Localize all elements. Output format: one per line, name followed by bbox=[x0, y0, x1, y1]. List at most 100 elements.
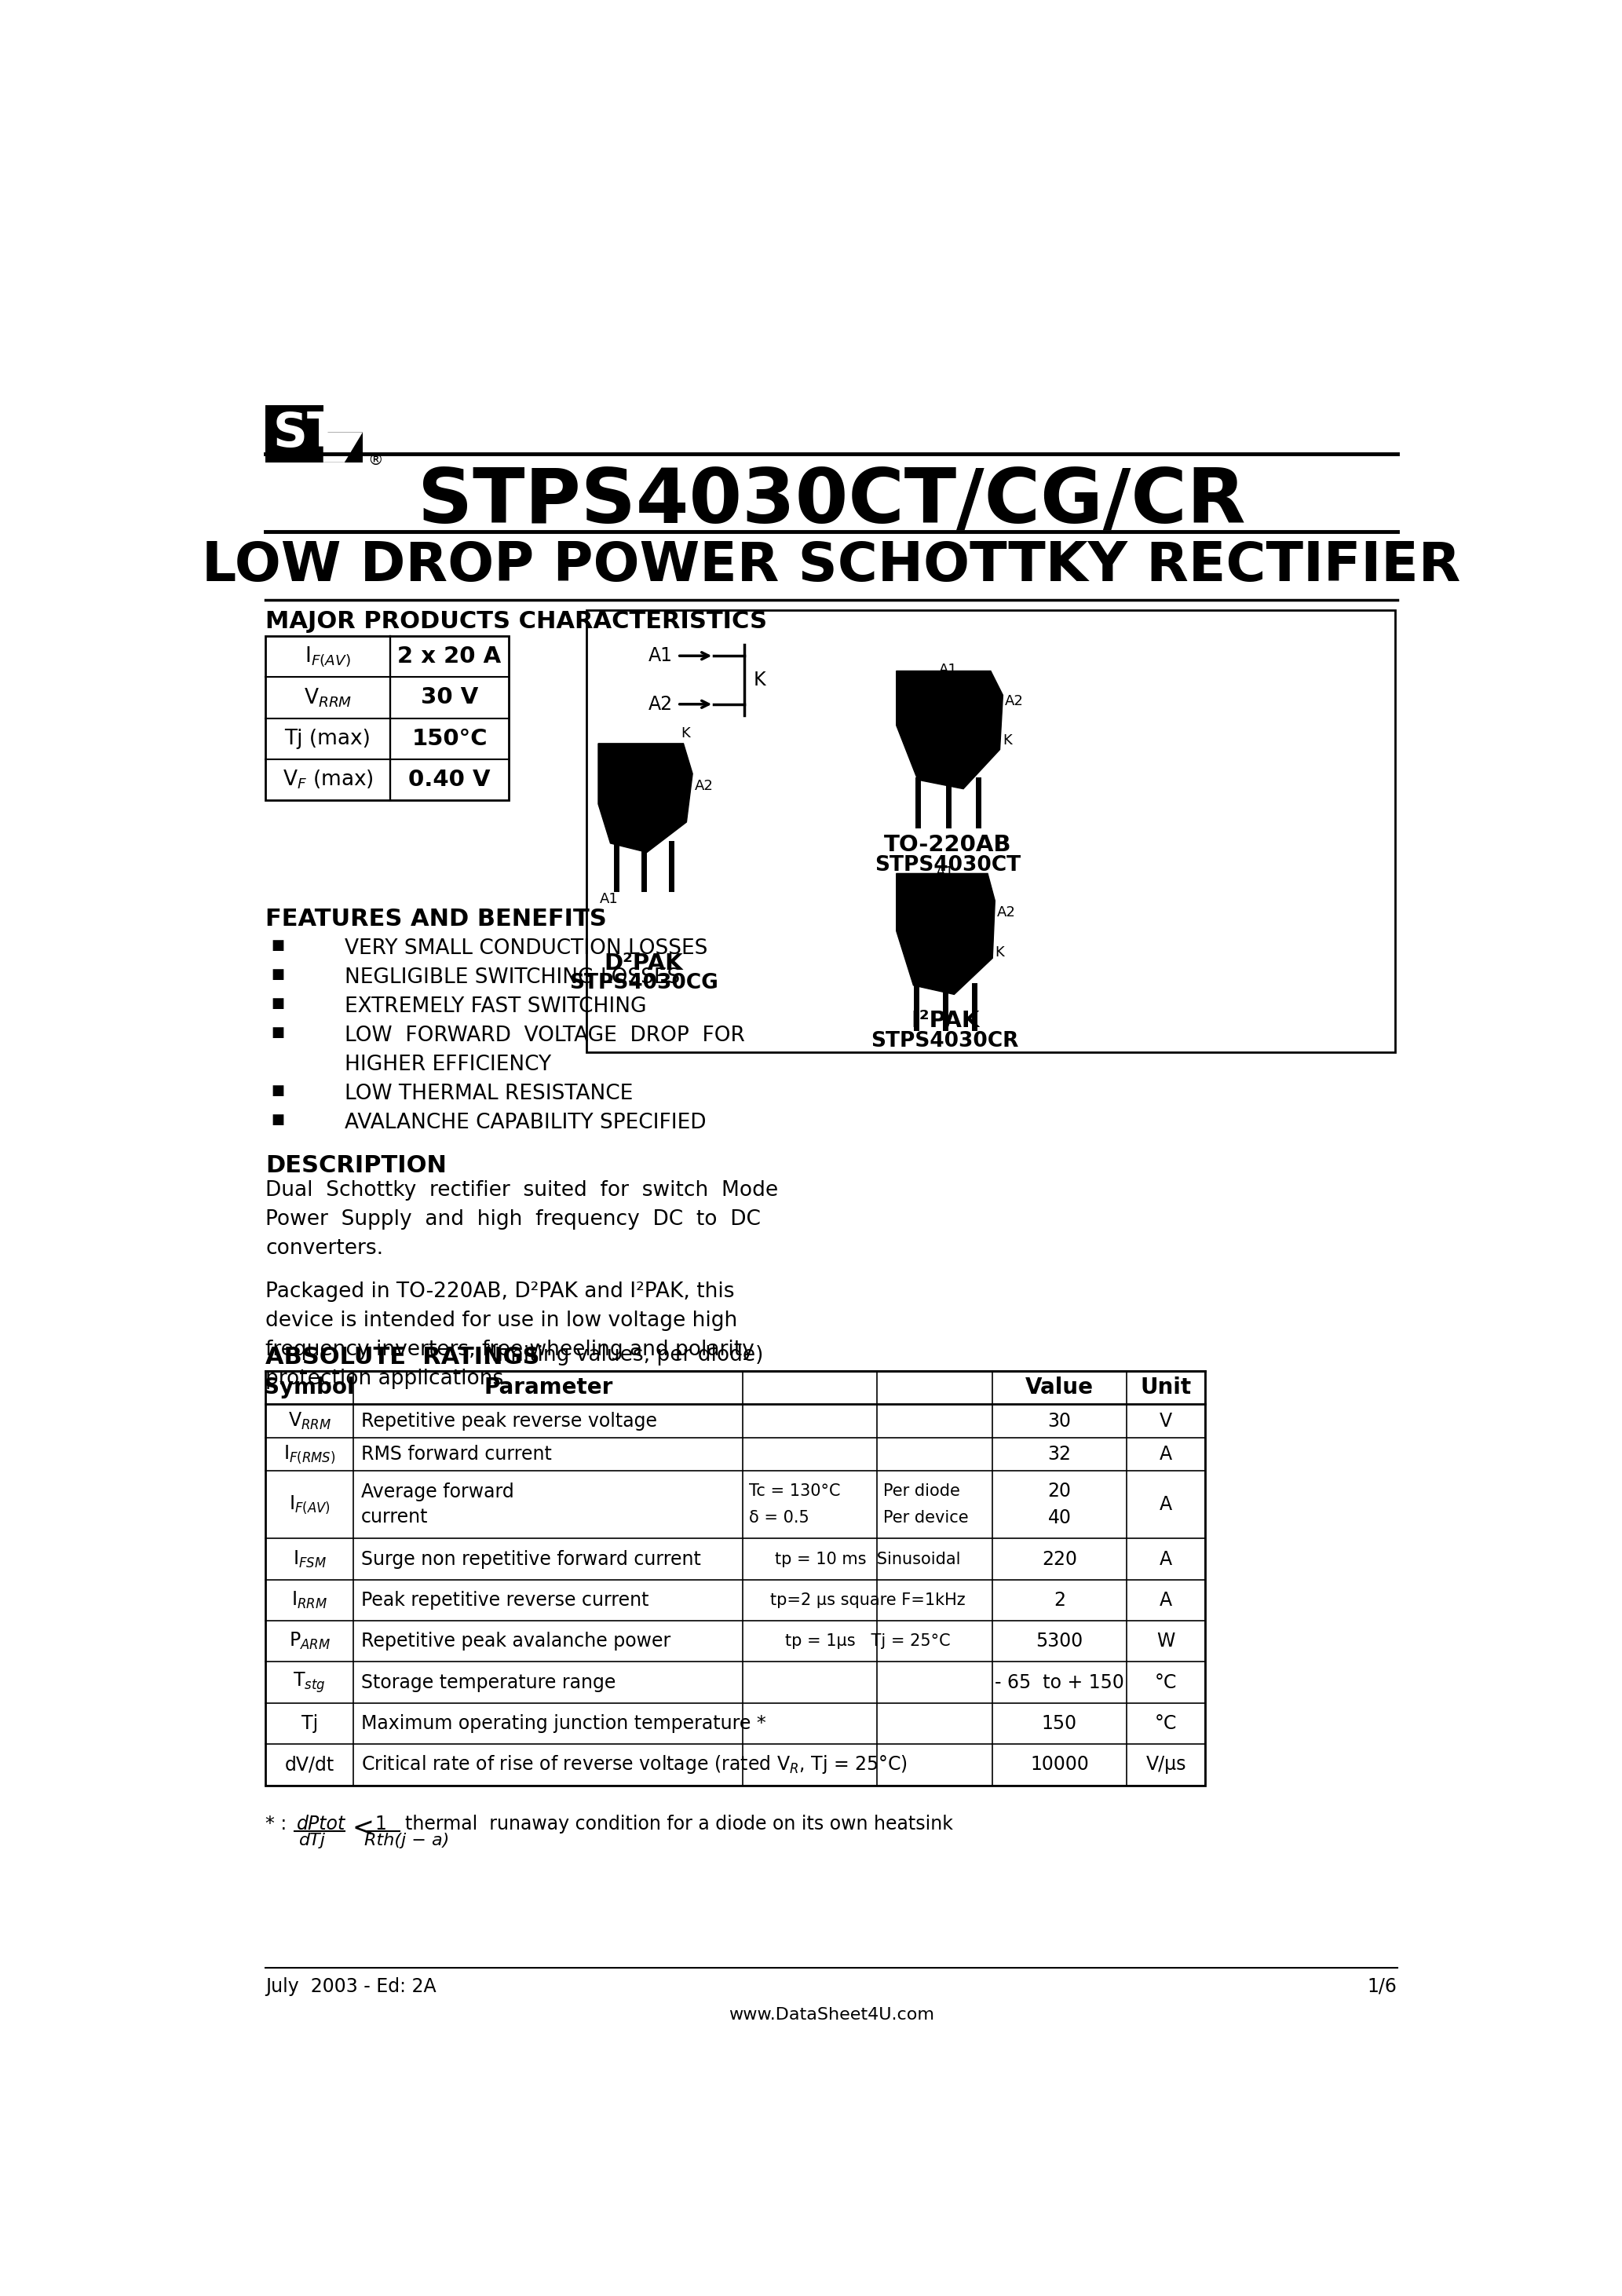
Polygon shape bbox=[897, 670, 1002, 790]
Text: dTj: dTj bbox=[298, 1832, 326, 1848]
Text: A1: A1 bbox=[936, 866, 954, 879]
Text: EXTREMELY FAST SWITCHING: EXTREMELY FAST SWITCHING bbox=[344, 996, 647, 1017]
Text: Unit: Unit bbox=[1140, 1378, 1192, 1398]
Text: I$_{F(AV)}$: I$_{F(AV)}$ bbox=[305, 645, 350, 668]
Bar bbox=[266, 636, 509, 801]
Text: July  2003 - Ed: 2A: July 2003 - Ed: 2A bbox=[266, 1977, 436, 1995]
Text: MAJOR PRODUCTS CHARACTERISTICS: MAJOR PRODUCTS CHARACTERISTICS bbox=[266, 611, 767, 634]
Text: Dual  Schottky  rectifier  suited  for  switch  Mode
Power  Supply  and  high  f: Dual Schottky rectifier suited for switc… bbox=[266, 1180, 779, 1258]
Text: HIGHER EFFICIENCY: HIGHER EFFICIENCY bbox=[344, 1054, 551, 1075]
Text: Storage temperature range: Storage temperature range bbox=[362, 1674, 616, 1692]
Text: I$_{F(RMS)}$: I$_{F(RMS)}$ bbox=[284, 1444, 336, 1465]
Text: FEATURES AND BENEFITS: FEATURES AND BENEFITS bbox=[266, 907, 607, 930]
Text: A1: A1 bbox=[600, 891, 618, 905]
Text: dV/dt: dV/dt bbox=[285, 1754, 334, 1775]
Text: <: < bbox=[352, 1816, 373, 1841]
Text: A2: A2 bbox=[694, 778, 714, 792]
Text: 20: 20 bbox=[1048, 1481, 1071, 1502]
Polygon shape bbox=[599, 744, 693, 852]
Text: V$_{RRM}$: V$_{RRM}$ bbox=[303, 687, 352, 709]
Text: Surge non repetitive forward current: Surge non repetitive forward current bbox=[362, 1550, 701, 1568]
Text: K: K bbox=[753, 670, 766, 689]
Text: Tj: Tj bbox=[302, 1715, 318, 1733]
Text: Packaged in TO-220AB, D²PAK and I²PAK, this
device is intended for use in low vo: Packaged in TO-220AB, D²PAK and I²PAK, t… bbox=[266, 1281, 754, 1389]
Text: °C: °C bbox=[1155, 1715, 1178, 1733]
Text: ■: ■ bbox=[271, 939, 285, 953]
Text: * :: * : bbox=[266, 1814, 287, 1832]
Text: ABSOLUTE  RATINGS: ABSOLUTE RATINGS bbox=[266, 1345, 540, 1368]
Text: 1/6: 1/6 bbox=[1367, 1977, 1397, 1995]
Text: VERY SMALL CONDUCTION LOSSES: VERY SMALL CONDUCTION LOSSES bbox=[344, 939, 707, 960]
Text: Repetitive peak reverse voltage: Repetitive peak reverse voltage bbox=[362, 1412, 657, 1430]
Text: STPS4030CT/CG/CR: STPS4030CT/CG/CR bbox=[417, 466, 1246, 537]
Text: K: K bbox=[681, 726, 689, 742]
Text: Average forward
current: Average forward current bbox=[362, 1483, 514, 1527]
Text: ■: ■ bbox=[271, 1084, 285, 1097]
Text: A: A bbox=[1160, 1591, 1173, 1609]
Text: 40: 40 bbox=[1048, 1508, 1071, 1527]
Text: LOW THERMAL RESISTANCE: LOW THERMAL RESISTANCE bbox=[344, 1084, 633, 1104]
Text: AVALANCHE CAPABILITY SPECIFIED: AVALANCHE CAPABILITY SPECIFIED bbox=[344, 1111, 706, 1132]
Text: D²PAK: D²PAK bbox=[605, 953, 683, 974]
Text: 30: 30 bbox=[1048, 1412, 1071, 1430]
Text: STPS4030CG: STPS4030CG bbox=[569, 974, 719, 994]
Text: Per device: Per device bbox=[882, 1511, 968, 1527]
Text: 30 V: 30 V bbox=[420, 687, 478, 709]
Text: STPS4030CR: STPS4030CR bbox=[871, 1031, 1019, 1052]
Text: ■: ■ bbox=[271, 1026, 285, 1040]
Text: Critical rate of rise of reverse voltage (rated V$_R$, Tj = 25°C): Critical rate of rise of reverse voltage… bbox=[362, 1754, 907, 1775]
Text: NEGLIGIBLE SWITCHING LOSSES: NEGLIGIBLE SWITCHING LOSSES bbox=[344, 967, 680, 987]
Text: www.DataSheet4U.com: www.DataSheet4U.com bbox=[728, 2007, 934, 2023]
Text: Repetitive peak avalanche power: Repetitive peak avalanche power bbox=[362, 1632, 670, 1651]
Text: A1: A1 bbox=[939, 664, 957, 677]
Text: dPtot: dPtot bbox=[297, 1814, 345, 1832]
Text: ■: ■ bbox=[271, 1111, 285, 1127]
Text: tp = 1µs   Tj = 25°C: tp = 1µs Tj = 25°C bbox=[785, 1632, 950, 1649]
Text: A: A bbox=[1160, 1444, 1173, 1463]
Text: 220: 220 bbox=[1041, 1550, 1077, 1568]
Text: Parameter: Parameter bbox=[483, 1378, 613, 1398]
Text: T$_{stg}$: T$_{stg}$ bbox=[294, 1671, 326, 1694]
Text: STPS4030CT: STPS4030CT bbox=[874, 856, 1022, 875]
Text: Symbol: Symbol bbox=[264, 1378, 355, 1398]
Text: 2 x 20 A: 2 x 20 A bbox=[397, 645, 501, 668]
Text: A2: A2 bbox=[998, 905, 1015, 921]
Text: DESCRIPTION: DESCRIPTION bbox=[266, 1155, 446, 1178]
Text: Tc = 130°C: Tc = 130°C bbox=[749, 1483, 840, 1499]
Text: A1: A1 bbox=[649, 647, 673, 666]
Text: 150: 150 bbox=[1041, 1715, 1077, 1733]
Text: K: K bbox=[1002, 732, 1012, 748]
Text: 0.40 V: 0.40 V bbox=[409, 769, 490, 790]
Text: W: W bbox=[1156, 1632, 1174, 1651]
Text: 32: 32 bbox=[1048, 1444, 1071, 1463]
Text: Maximum operating junction temperature *: Maximum operating junction temperature * bbox=[362, 1715, 766, 1733]
Text: I$_{RRM}$: I$_{RRM}$ bbox=[292, 1589, 328, 1609]
Text: ST: ST bbox=[272, 411, 341, 457]
Text: 2: 2 bbox=[1054, 1591, 1066, 1609]
Text: Peak repetitive reverse current: Peak repetitive reverse current bbox=[362, 1591, 649, 1609]
Text: tp = 10 ms  Sinusoidal: tp = 10 ms Sinusoidal bbox=[775, 1552, 960, 1566]
Text: Per diode: Per diode bbox=[882, 1483, 960, 1499]
Text: A: A bbox=[1160, 1495, 1173, 1513]
Text: 1: 1 bbox=[375, 1814, 388, 1832]
Text: Value: Value bbox=[1025, 1378, 1093, 1398]
Bar bbox=[586, 611, 1395, 1052]
Text: °C: °C bbox=[1155, 1674, 1178, 1692]
Text: 5300: 5300 bbox=[1036, 1632, 1083, 1651]
Text: (limiting values, per diode): (limiting values, per diode) bbox=[483, 1345, 762, 1366]
Text: 10000: 10000 bbox=[1030, 1754, 1088, 1775]
Text: δ = 0.5: δ = 0.5 bbox=[749, 1511, 809, 1527]
Text: V$_{RRM}$: V$_{RRM}$ bbox=[287, 1410, 331, 1430]
Text: I$_{F(AV)}$: I$_{F(AV)}$ bbox=[289, 1495, 331, 1515]
Text: thermal  runaway condition for a diode on its own heatsink: thermal runaway condition for a diode on… bbox=[406, 1814, 954, 1832]
Text: ■: ■ bbox=[271, 967, 285, 980]
Text: LOW  FORWARD  VOLTAGE  DROP  FOR: LOW FORWARD VOLTAGE DROP FOR bbox=[344, 1026, 744, 1045]
Text: A2: A2 bbox=[1004, 693, 1023, 707]
Text: RMS forward current: RMS forward current bbox=[362, 1444, 551, 1463]
Text: I$_{FSM}$: I$_{FSM}$ bbox=[292, 1550, 326, 1570]
Text: Rth(j − a): Rth(j − a) bbox=[365, 1832, 449, 1848]
Text: K: K bbox=[994, 946, 1004, 960]
Text: V$_F$ (max): V$_F$ (max) bbox=[282, 769, 373, 790]
Bar bbox=[266, 1371, 1205, 1786]
Text: ®: ® bbox=[368, 452, 383, 468]
